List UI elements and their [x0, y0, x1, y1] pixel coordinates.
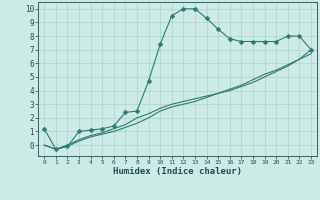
- X-axis label: Humidex (Indice chaleur): Humidex (Indice chaleur): [113, 167, 242, 176]
